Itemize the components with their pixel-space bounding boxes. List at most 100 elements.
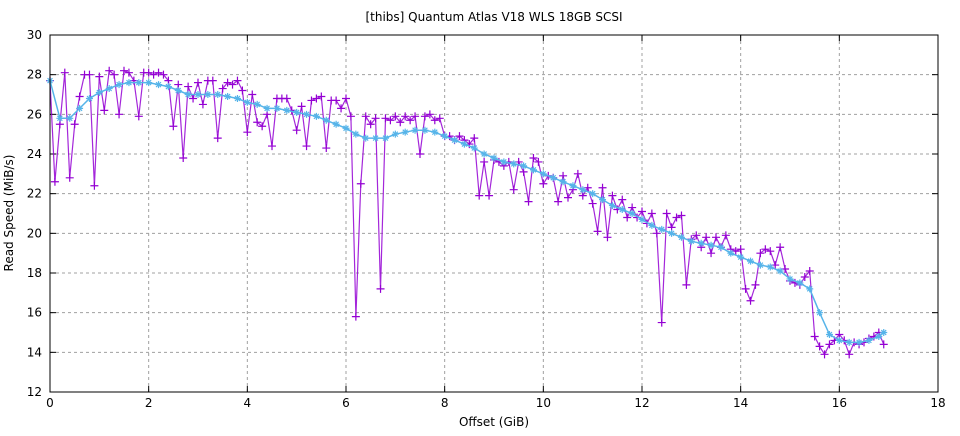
data-point [302,142,311,151]
data-point [263,104,271,112]
data-point [559,178,567,186]
data-point [435,114,444,123]
data-point [169,122,178,131]
data-point [806,285,814,293]
data-point [110,70,119,79]
data-point [253,118,262,127]
data-point [707,241,715,249]
data-point [282,94,291,103]
data-point [342,94,350,103]
y-tick-label: 24 [27,147,42,161]
data-point [332,120,340,128]
data-point [677,211,686,220]
data-point [608,202,616,210]
data-point [766,263,774,271]
data-point [470,134,479,143]
data-point [451,136,459,144]
y-tick-label: 18 [27,266,42,280]
data-point [95,72,104,81]
y-tick-label: 14 [27,345,42,359]
data-point [702,233,711,242]
data-point [85,94,93,102]
data-point [386,116,395,125]
data-point [346,112,355,121]
data-point [815,342,824,351]
data-point [652,229,661,238]
data-point [805,267,814,276]
data-point [218,84,227,93]
data-point [56,114,64,122]
data-point [539,170,547,178]
data-point [159,70,168,79]
data-point [134,112,143,121]
data-point [124,68,133,77]
data-point [800,272,809,281]
data-point [66,114,74,122]
smoothed-series [46,77,888,346]
data-point [835,336,843,344]
data-point [865,336,873,344]
data-point [692,231,701,240]
data-point [741,284,750,293]
data-point [411,112,420,121]
data-point [144,68,153,77]
chart-title: [thibs] Quantum Atlas V18 WLS 18GB SCSI [365,10,622,24]
data-point [589,190,597,198]
data-point [766,247,775,256]
data-point [756,261,764,269]
data-point [198,100,207,109]
data-point [337,104,346,113]
data-point [189,94,198,103]
data-point [628,210,636,217]
data-point [224,92,232,100]
data-point [529,166,537,174]
data-point [657,318,666,327]
data-point [179,153,188,162]
data-point [396,118,405,127]
data-point [332,96,341,105]
data-point [697,239,705,247]
data-point [391,112,400,121]
data-point [213,134,222,143]
data-point [268,142,276,151]
data-point [579,186,587,194]
data-point [95,89,103,97]
data-point [381,114,390,123]
data-point [223,78,232,87]
x-tick-label: 18 [930,396,945,410]
data-point [668,229,676,237]
x-tick-label: 16 [832,396,847,410]
data-point [351,312,360,321]
x-tick-label: 0 [46,396,54,410]
data-point [569,182,577,190]
data-point [208,76,217,85]
data-point [342,124,350,132]
data-point [598,183,607,192]
data-point [825,330,833,338]
data-point [60,68,69,77]
data-point [751,280,760,289]
data-point [184,91,192,98]
data-point [623,213,632,222]
data-point [648,221,656,229]
data-point [727,249,735,257]
data-point [233,76,242,85]
y-tick-label: 20 [27,226,42,240]
data-point [406,116,415,125]
data-point [420,112,429,121]
data-point [366,120,375,129]
data-point [194,91,202,98]
data-point [100,106,109,115]
data-point [401,112,410,121]
data-point [618,206,626,214]
data-point [105,85,113,93]
data-point [500,158,508,166]
data-point [480,157,489,166]
data-point [855,338,863,346]
data-point [292,126,301,135]
data-point [603,233,612,242]
data-point [115,110,124,119]
data-point [816,309,824,317]
data-point [214,91,222,98]
